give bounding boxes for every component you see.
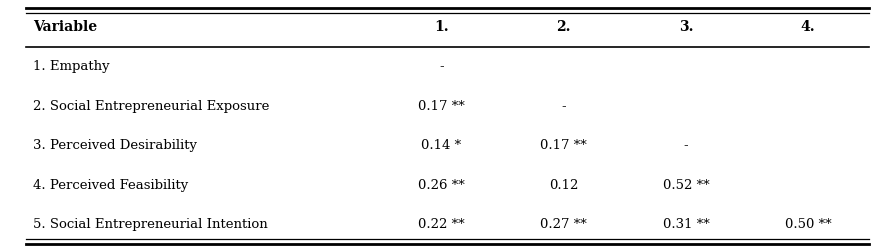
Text: 0.17 **: 0.17 **	[417, 100, 464, 113]
Text: 0.31 **: 0.31 **	[662, 218, 709, 231]
Text: 1.: 1.	[433, 20, 448, 34]
Text: 0.27 **: 0.27 **	[539, 218, 587, 231]
Text: 0.52 **: 0.52 **	[662, 179, 709, 192]
Text: 3. Perceived Desirability: 3. Perceived Desirability	[33, 139, 197, 152]
Text: 0.26 **: 0.26 **	[417, 179, 464, 192]
Text: Variable: Variable	[33, 20, 97, 34]
Text: 4. Perceived Feasibility: 4. Perceived Feasibility	[33, 179, 189, 192]
Text: 0.50 **: 0.50 **	[784, 218, 831, 231]
Text: 0.22 **: 0.22 **	[417, 218, 464, 231]
Text: 0.17 **: 0.17 **	[539, 139, 587, 152]
Text: 3.: 3.	[678, 20, 692, 34]
Text: 2. Social Entrepreneurial Exposure: 2. Social Entrepreneurial Exposure	[33, 100, 269, 113]
Text: 0.14 *: 0.14 *	[421, 139, 461, 152]
Text: -: -	[683, 139, 688, 152]
Text: 0.12: 0.12	[548, 179, 578, 192]
Text: 4.: 4.	[800, 20, 815, 34]
Text: -: -	[560, 100, 566, 113]
Text: -: -	[438, 60, 443, 73]
Text: 2.: 2.	[556, 20, 570, 34]
Text: 1. Empathy: 1. Empathy	[33, 60, 110, 73]
Text: 5. Social Entrepreneurial Intention: 5. Social Entrepreneurial Intention	[33, 218, 267, 231]
